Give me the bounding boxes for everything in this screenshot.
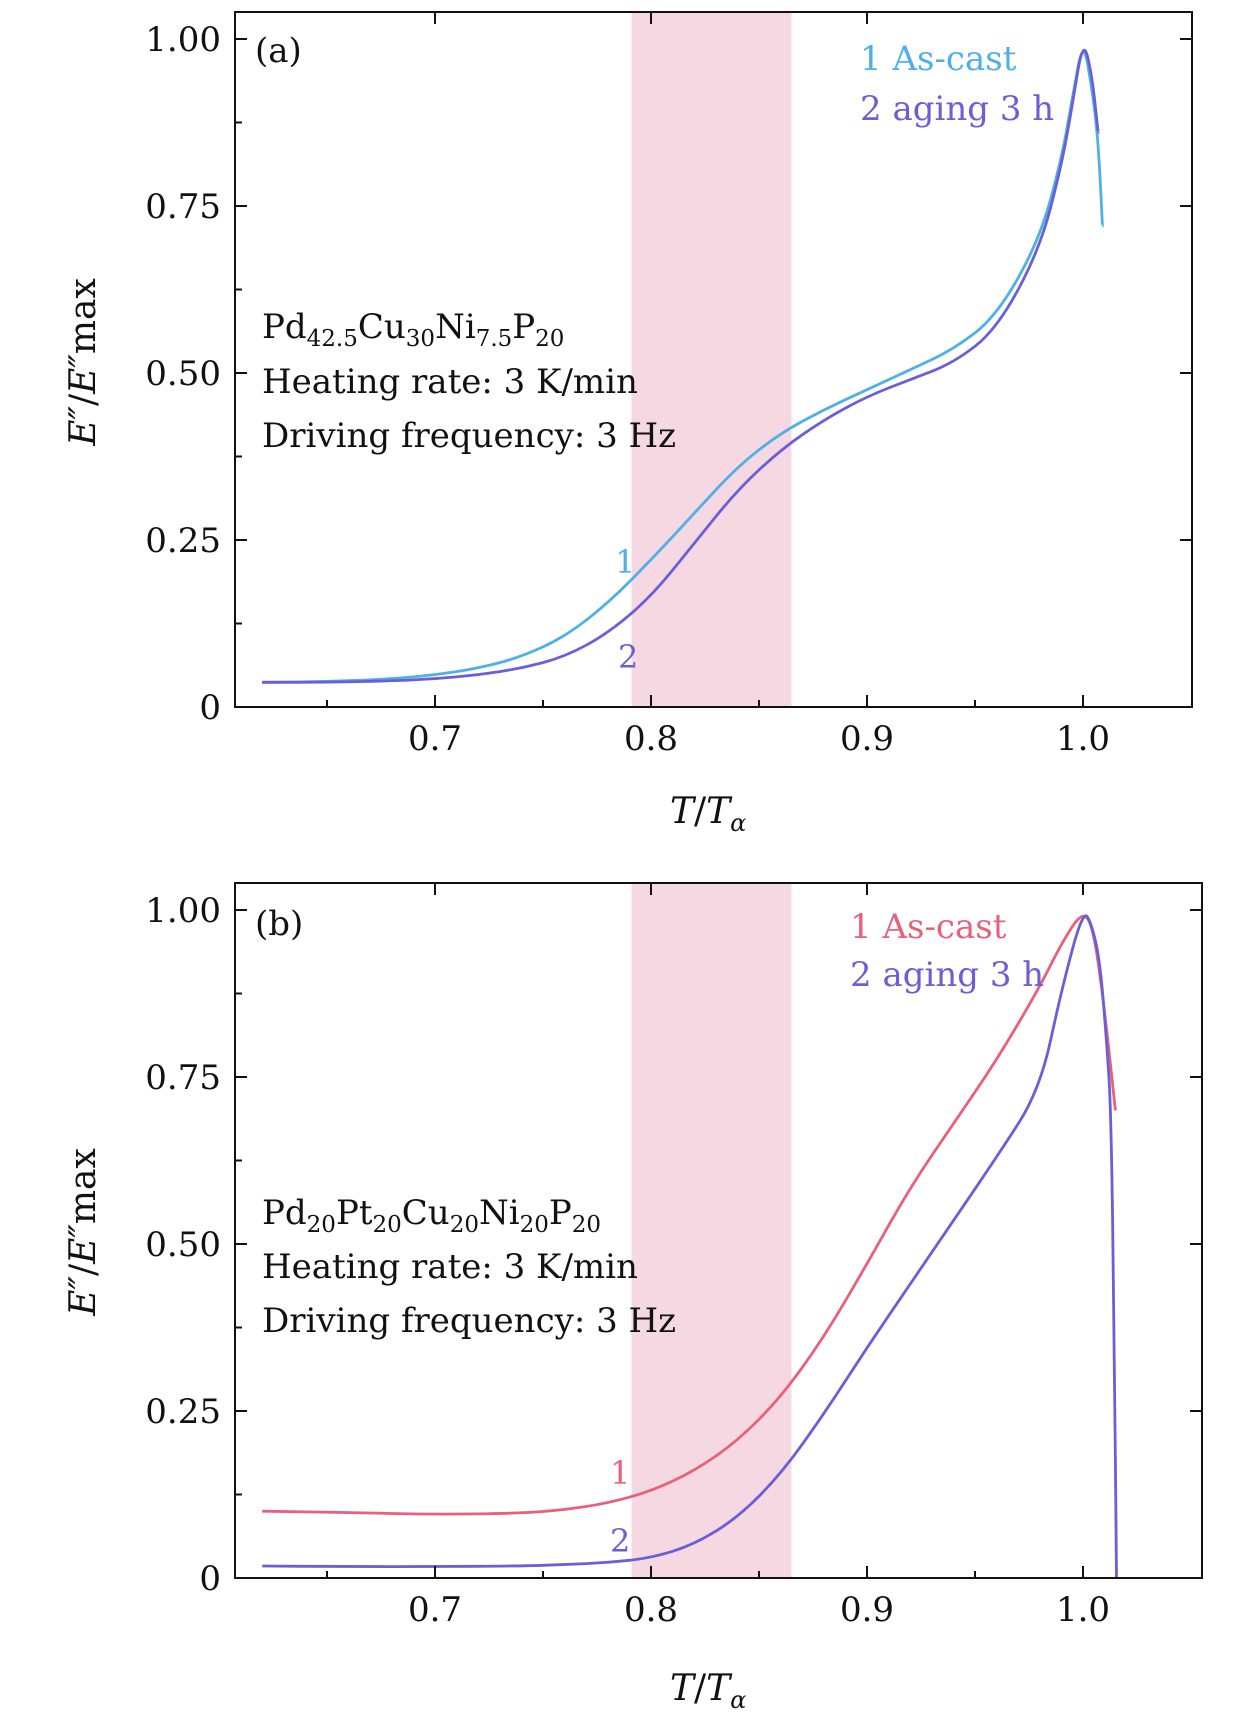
legend-entry-2: 2 aging 3 h [860, 89, 1054, 129]
series-line-2 [262, 914, 1118, 1579]
driving-frequency-label: Driving frequency: 3 Hz [262, 416, 676, 456]
y-tick-label: 0.25 [145, 521, 221, 561]
plot-frame [234, 11, 1193, 708]
x-tick-label: 0.7 [408, 1590, 462, 1630]
x-tick-label: 0.7 [408, 719, 462, 759]
x-axis-title: T/Tα [670, 791, 746, 837]
heating-rate-label: Heating rate: 3 K/min [262, 1247, 638, 1287]
panel-a: 0.7 0.8 0.9 1.000.250.500.751.00 (a) Pd42.5… [63, 11, 1193, 837]
legend-entry-2: 2 aging 3 h [850, 955, 1044, 995]
heating-rate-label: Heating rate: 3 K/min [262, 362, 638, 402]
curve-label-2: 2 [610, 1522, 630, 1560]
alloy-composition: Pd20Pt20Cu20Ni20P20 [262, 1193, 601, 1238]
highlight-band [631, 884, 792, 1577]
series-line-1 [262, 914, 1117, 1516]
curve-label-1: 1 [610, 1454, 630, 1492]
y-axis-title: E″/E″max [63, 1148, 104, 1317]
y-tick-label: 0.50 [145, 1225, 221, 1265]
y-tick-label: 0.25 [145, 1392, 221, 1432]
y-tick-label: 0.75 [145, 1058, 221, 1098]
y-tick-label: 1.00 [145, 891, 221, 931]
panel-label: (a) [255, 31, 302, 71]
y-tick-label: 0 [199, 688, 221, 728]
x-tick-label: 1.0 [1056, 719, 1110, 759]
x-tick-label: 0.9 [840, 1590, 894, 1630]
driving-frequency-label: Driving frequency: 3 Hz [262, 1301, 676, 1341]
y-axis-title: E″/E″max [63, 278, 104, 447]
curve-label-2: 2 [618, 638, 638, 676]
legend-entry-1: 1 As-cast [860, 39, 1017, 79]
alloy-composition: Pd42.5Cu30Ni7.5P20 [262, 307, 564, 352]
curve-label-1: 1 [615, 543, 635, 581]
x-tick-label: 0.9 [840, 719, 894, 759]
legend-entry-1: 1 As-cast [850, 907, 1007, 947]
x-axis-title: T/Tα [670, 1668, 746, 1714]
plot-frame [234, 882, 1203, 1579]
panel-label: (b) [255, 904, 303, 944]
y-tick-label: 1.00 [145, 20, 221, 60]
series-line-2 [262, 48, 1100, 684]
y-tick-label: 0.75 [145, 187, 221, 227]
x-tick-label: 1.0 [1056, 1590, 1110, 1630]
panel-b: 0.7 0.8 0.9 1.000.250.500.751.00 (b) Pd20Pt… [63, 882, 1203, 1714]
y-tick-label: 0 [199, 1559, 221, 1599]
y-tick-label: 0.50 [145, 354, 221, 394]
x-tick-label: 0.8 [624, 719, 678, 759]
x-tick-label: 0.8 [624, 1590, 678, 1630]
highlight-band [631, 13, 792, 706]
